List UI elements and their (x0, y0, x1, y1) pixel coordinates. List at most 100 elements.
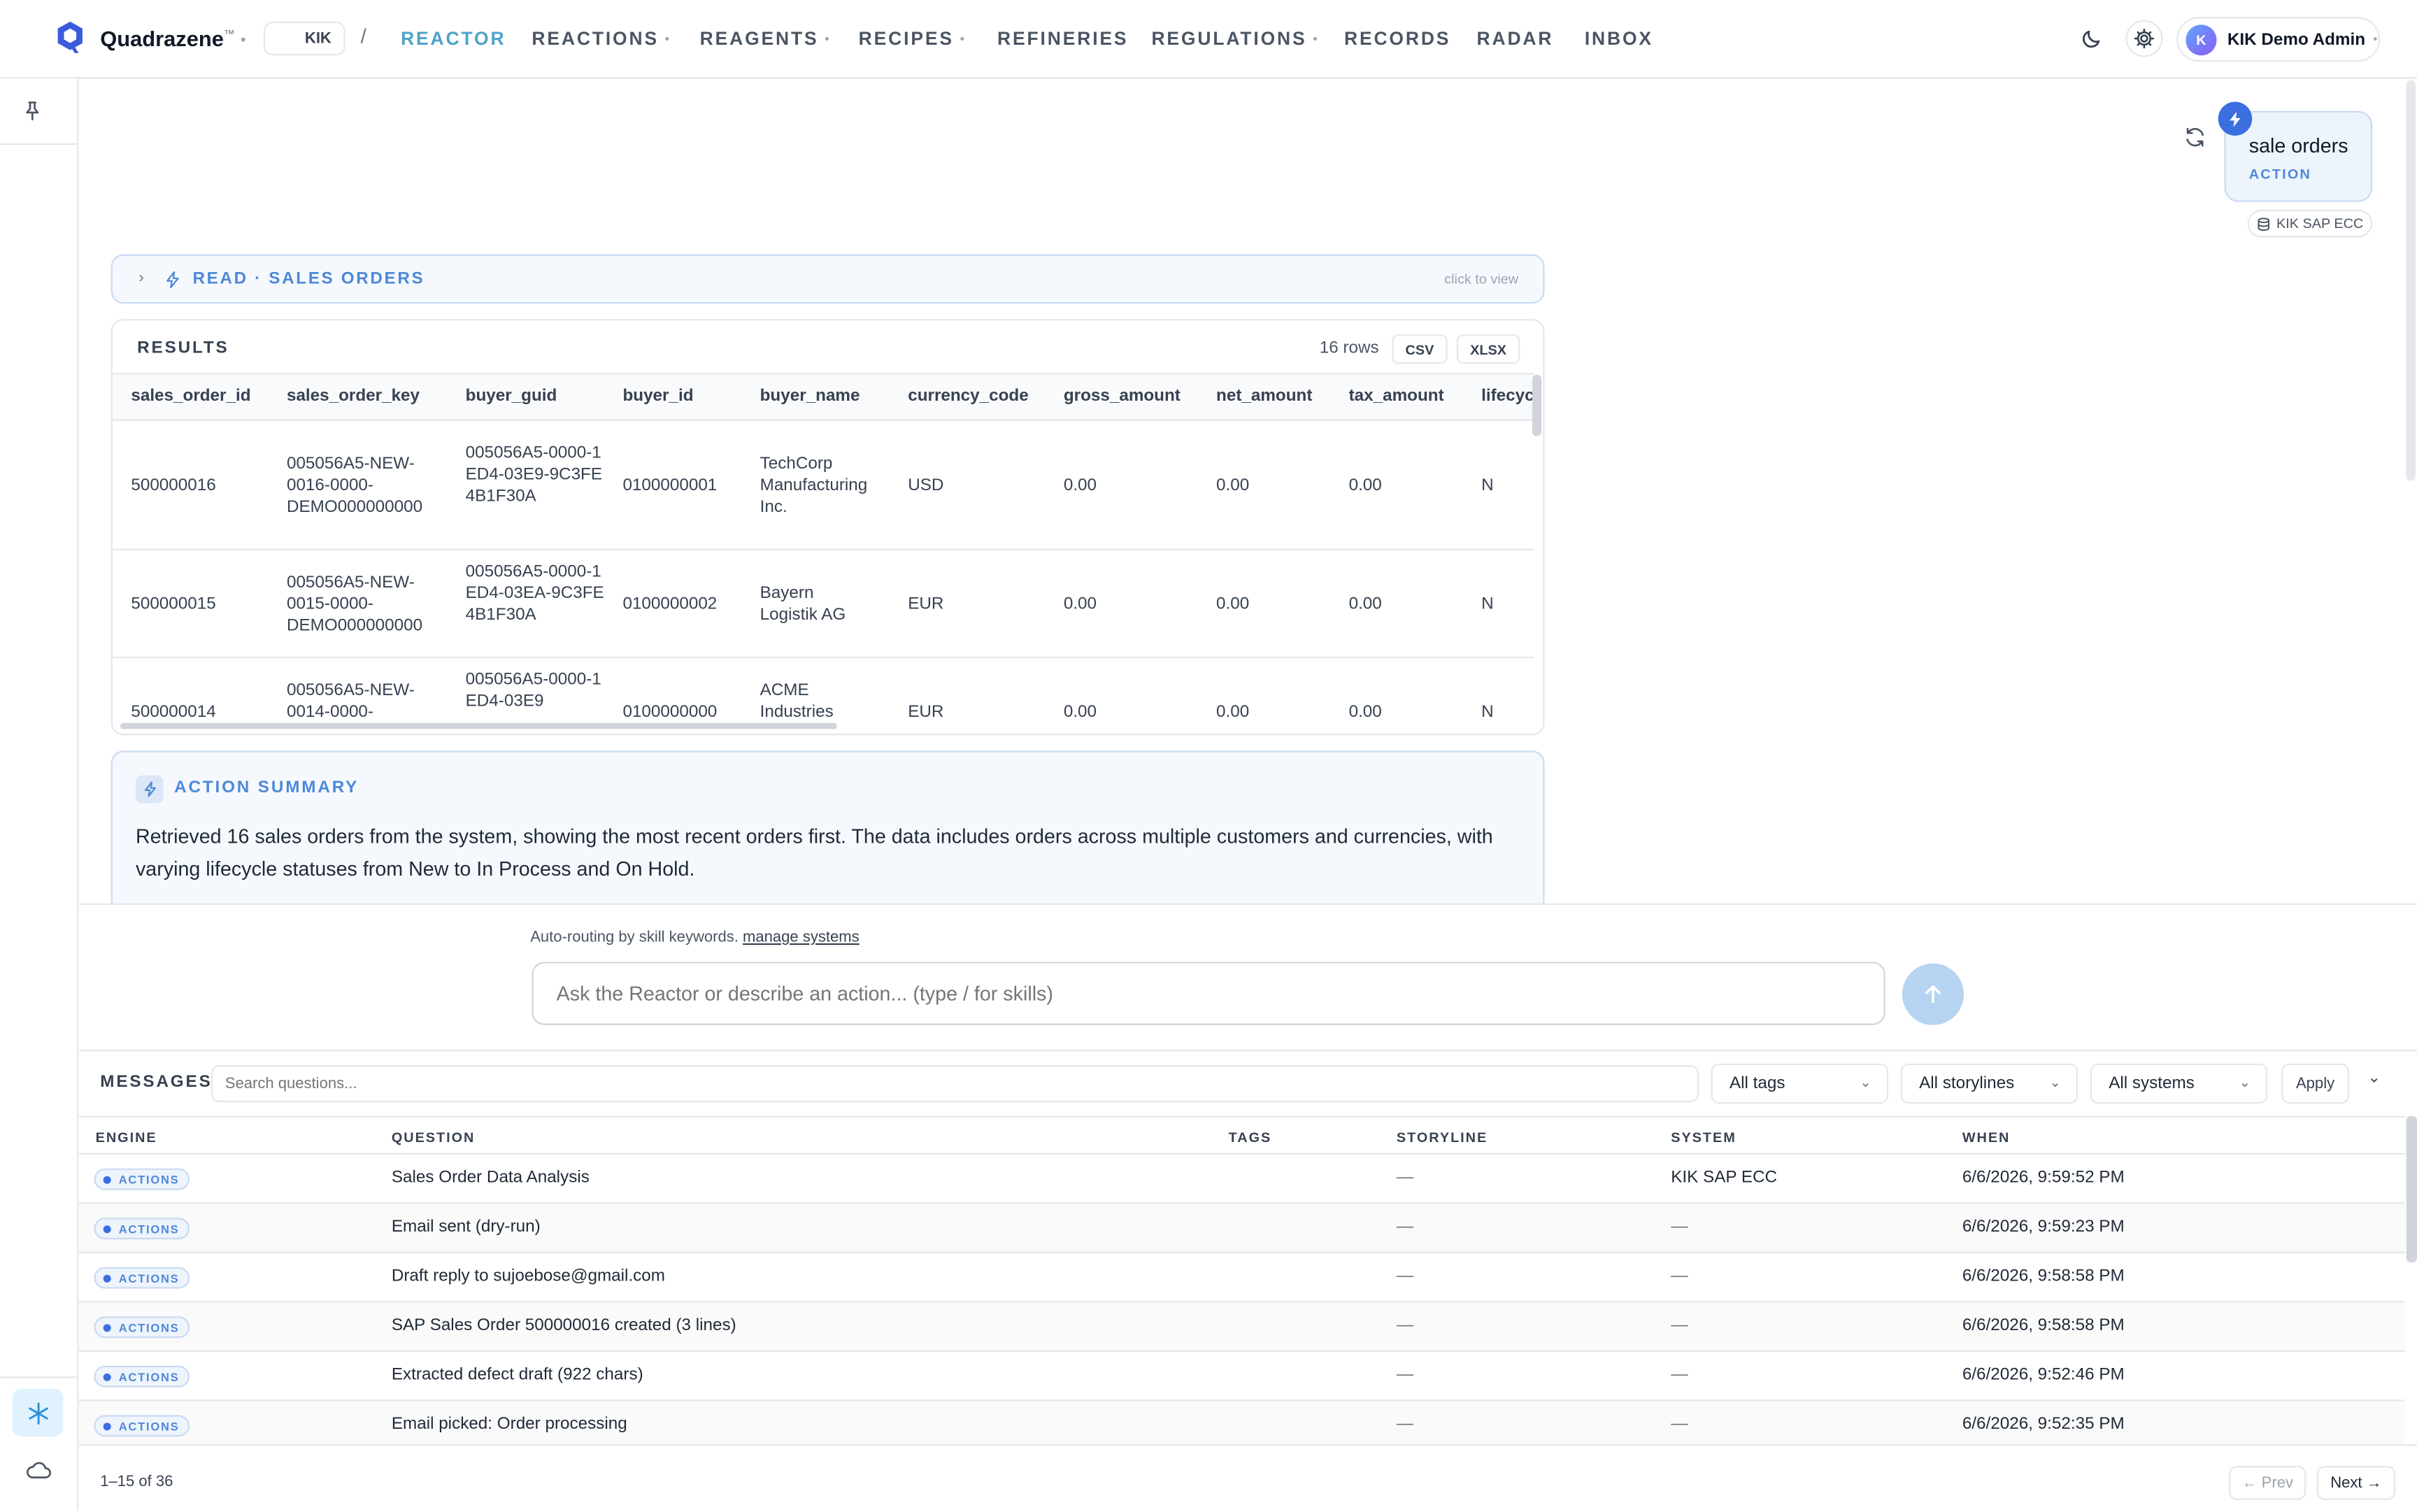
composer: Auto-routing by skill keywords. manage s… (78, 903, 2417, 1052)
column-header[interactable]: sales_order_key (286, 387, 420, 406)
prev-page-button[interactable]: ← Prev (2229, 1466, 2307, 1500)
page-scrollbar[interactable] (2406, 80, 2416, 481)
export-xlsx-button[interactable]: XLSX (1456, 334, 1520, 364)
nav-inbox[interactable]: INBOX (1584, 27, 1653, 50)
column-header[interactable]: gross_amount (1063, 387, 1181, 406)
message-system: — (1671, 1218, 1688, 1236)
action-summary-panel: ACTION SUMMARY Retrieved 16 sales orders… (110, 750, 1545, 920)
nav-refineries[interactable]: REFINERIES (997, 27, 1129, 50)
pagination-range: 1–15 of 36 (100, 1474, 173, 1491)
send-button[interactable] (1902, 963, 1965, 1025)
reactor-prompt-input[interactable] (532, 962, 1885, 1025)
column-header[interactable]: lifecyc (1481, 387, 1534, 406)
collapse-panel-chevron-icon[interactable]: ⌄ (2367, 1069, 2381, 1087)
column-header[interactable]: SYSTEM (1671, 1129, 1737, 1146)
pagination: 1–15 of 36 ← Prev Next → (78, 1444, 2417, 1512)
refresh-icon[interactable] (2183, 125, 2207, 150)
nav-dropdown-dot-icon: • (825, 33, 832, 47)
table-row[interactable]: ACTIONS Email sent (dry-run) — — 6/6/202… (78, 1204, 2405, 1253)
table-header: sales_order_id sales_order_key buyer_gui… (112, 373, 1534, 421)
cell-buyer-id: 0100000000 (622, 703, 718, 722)
message-when: 6/6/2026, 9:52:46 PM (1962, 1365, 2125, 1385)
quadrazene-logo-icon[interactable] (55, 20, 85, 56)
column-header[interactable]: ENGINE (95, 1129, 157, 1146)
table-row[interactable]: ACTIONS Sales Order Data Analysis — KIK … (78, 1155, 2405, 1204)
user-menu-dot-icon: • (2373, 32, 2378, 47)
pin-icon[interactable] (22, 100, 43, 122)
table-row[interactable]: 500000014 005056A5-NEW-0014-0000- 005056… (113, 658, 1534, 734)
cell-buyer-name: ACME Industries (760, 681, 834, 722)
cell-tax-amount: 0.00 (1348, 476, 1382, 495)
top-navigation-bar: Quadrazene™ • KIK / REACTOR REACTIONS • R… (0, 0, 2417, 79)
theme-toggle-button[interactable] (2074, 22, 2111, 55)
cell-buyer-guid: 005056A5-0000-1ED4-03EA-9C3FE4B1F30A (465, 562, 604, 625)
nav-dropdown-dot-icon: • (960, 33, 967, 47)
snowflake-button[interactable] (12, 1388, 64, 1437)
workspace-selector[interactable]: KIK (263, 21, 345, 56)
tags-filter-select[interactable]: All tags ⌄ (1711, 1063, 1889, 1104)
column-header[interactable]: QUESTION (391, 1129, 476, 1146)
table-row[interactable]: 500000015 005056A5-NEW-0015-0000-DEMO000… (112, 550, 1534, 659)
cell-gross-amount: 0.00 (1063, 594, 1097, 614)
column-header[interactable]: currency_code (908, 387, 1029, 406)
message-storyline: — (1396, 1218, 1414, 1236)
table-row[interactable]: ACTIONS SAP Sales Order 500000016 create… (78, 1302, 2405, 1352)
table-row[interactable]: 500000016 005056A5-NEW-0016-0000-DEMO000… (112, 421, 1534, 550)
nav-reactions[interactable]: REACTIONS • (532, 27, 671, 50)
column-header[interactable]: buyer_id (622, 387, 694, 406)
chevron-down-icon: ⌄ (2049, 1074, 2061, 1090)
nav-reagents[interactable]: REAGENTS • (699, 27, 832, 50)
message-system: — (1671, 1267, 1688, 1286)
table-row[interactable]: ACTIONS Email picked: Order processing —… (78, 1401, 2405, 1451)
chevron-down-icon: ⌄ (2239, 1074, 2251, 1090)
storylines-filter-select[interactable]: All storylines ⌄ (1900, 1063, 2079, 1104)
export-csv-button[interactable]: CSV (1392, 334, 1448, 364)
column-header[interactable]: net_amount (1216, 387, 1313, 406)
search-questions-input[interactable] (211, 1065, 1699, 1102)
cell-buyer-name: TechCorp Manufacturing Inc. (760, 455, 868, 517)
brand-name[interactable]: Quadrazene™ (100, 26, 235, 51)
cloud-icon[interactable] (24, 1460, 52, 1481)
next-page-button[interactable]: Next → (2316, 1466, 2396, 1500)
engine-badge: ACTIONS (94, 1415, 190, 1437)
user-request-bubble[interactable]: sale orders ACTION (2218, 101, 2373, 202)
bolt-icon (166, 271, 179, 289)
message-storyline: — (1396, 1168, 1414, 1188)
cell-sales-order-key: 005056A5-NEW-0014-0000- (286, 681, 415, 722)
nav-records[interactable]: RECORDS (1343, 27, 1451, 50)
column-header[interactable]: WHEN (1962, 1129, 2011, 1146)
nav-regulations[interactable]: REGULATIONS • (1151, 27, 1320, 50)
systems-filter-select[interactable]: All systems ⌄ (2090, 1063, 2268, 1104)
engine-badge: ACTIONS (94, 1365, 190, 1388)
column-header[interactable]: TAGS (1228, 1129, 1272, 1146)
table-row[interactable]: ACTIONS Extracted defect draft (922 char… (78, 1352, 2405, 1402)
table-row[interactable]: ACTIONS Draft reply to sujoebose@gmail.c… (78, 1253, 2405, 1303)
user-menu-button[interactable]: K KIK Demo Admin • (2176, 17, 2381, 62)
nav-radar[interactable]: RADAR (1476, 27, 1554, 50)
summary-text: Retrieved 16 sales orders from the syste… (135, 825, 1493, 880)
message-storyline: — (1396, 1365, 1414, 1385)
messages-scrollbar[interactable] (2406, 1115, 2417, 1263)
read-sales-orders-step[interactable]: › READ · SALES ORDERS click to view (110, 254, 1545, 304)
nav-reactor[interactable]: REACTOR (401, 27, 506, 50)
system-chip: KIK SAP ECC (2247, 209, 2373, 238)
results-vertical-scrollbar[interactable] (1532, 374, 1542, 436)
bolt-icon (2218, 101, 2253, 136)
column-header[interactable]: tax_amount (1348, 387, 1444, 406)
message-when: 6/6/2026, 9:59:23 PM (1962, 1218, 2125, 1236)
column-header[interactable]: sales_order_id (131, 387, 251, 406)
column-header[interactable]: STORYLINE (1396, 1129, 1488, 1146)
row-count: 16 rows (1319, 338, 1379, 358)
message-question: Extracted defect draft (922 chars) (391, 1365, 643, 1385)
request-title: sale orders (2248, 134, 2348, 157)
cell-buyer-name: Bayern Logistik AG (760, 584, 846, 625)
apply-filters-button[interactable]: Apply (2281, 1063, 2350, 1104)
arrow-up-icon (1925, 985, 1941, 1004)
settings-button[interactable] (2125, 20, 2163, 57)
column-header[interactable]: buyer_guid (465, 387, 557, 406)
nav-recipes[interactable]: RECIPES • (858, 27, 967, 50)
manage-systems-link[interactable]: manage systems (743, 929, 860, 947)
column-header[interactable]: buyer_name (760, 387, 860, 406)
gear-icon (2134, 28, 2155, 49)
results-horizontal-scrollbar[interactable] (120, 722, 837, 729)
